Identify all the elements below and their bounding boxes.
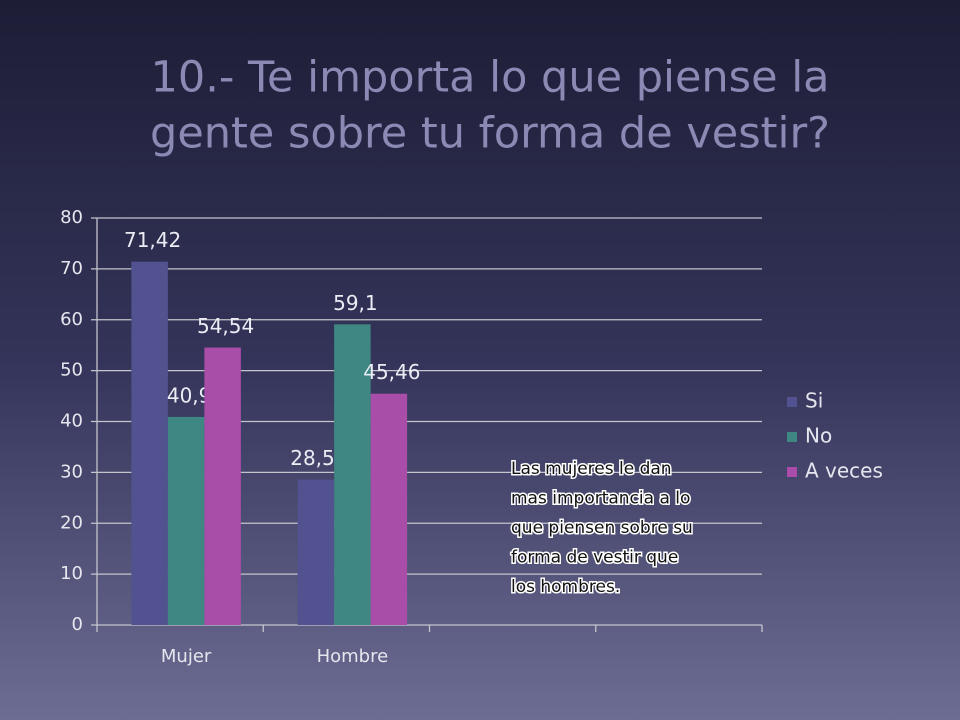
bar (204, 347, 241, 625)
title-line: 10.- Te importa lo que piense la (150, 53, 829, 103)
annotation-line: que piensen sobre su (511, 518, 693, 538)
legend-label: Si (805, 389, 823, 413)
bar (370, 393, 408, 625)
x-tick-label: Hombre (317, 646, 389, 667)
data-label: 59,1 (333, 291, 378, 315)
title-line: gente sobre tu forma de vestir? (150, 109, 830, 159)
legend-label: No (805, 424, 832, 448)
y-tick-label: 80 (60, 207, 83, 228)
data-label: 71,42 (124, 228, 181, 252)
bar (334, 324, 371, 625)
legend-swatch (787, 432, 797, 442)
y-tick-label: 70 (60, 258, 83, 279)
annotation-line: Las mujeres le dan (511, 459, 672, 479)
annotation-line: mas importancia a lo (511, 489, 690, 509)
data-label: 54,54 (197, 314, 254, 338)
y-tick-label: 0 (72, 614, 83, 635)
annotation-line: forma de vestir que (511, 548, 678, 568)
annotation-line: los hombres. (511, 577, 620, 597)
bar (167, 416, 205, 625)
y-tick-label: 20 (60, 512, 83, 533)
bar (297, 479, 335, 625)
data-label: 40,9 (167, 383, 212, 407)
y-tick-label: 40 (60, 411, 83, 432)
y-tick-label: 10 (60, 563, 83, 584)
bar (131, 261, 168, 625)
y-tick-label: 50 (60, 360, 83, 381)
legend-swatch (787, 467, 797, 477)
legend-swatch (787, 397, 797, 407)
x-tick-label: Mujer (161, 646, 212, 667)
y-tick-label: 60 (60, 309, 83, 330)
data-label: 45,46 (363, 360, 420, 384)
legend-label: A veces (805, 459, 883, 483)
y-tick-label: 30 (60, 461, 83, 482)
